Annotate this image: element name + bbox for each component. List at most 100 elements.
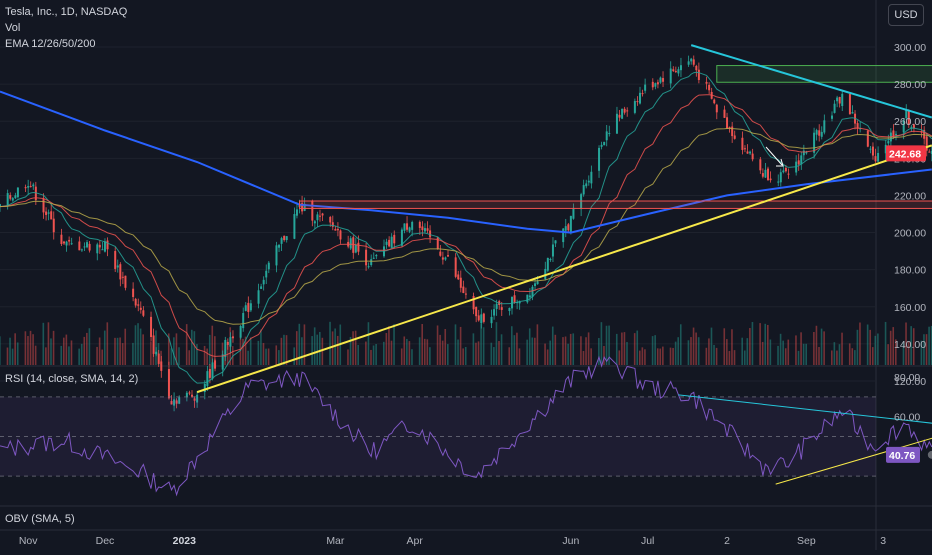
candle-body	[587, 180, 590, 183]
volume-bar	[150, 341, 152, 365]
candle-body	[567, 224, 570, 231]
candle-body	[83, 246, 86, 248]
volume-bar	[98, 337, 101, 365]
volume-bar	[598, 338, 600, 365]
volume-bar	[761, 341, 764, 365]
volume-bar	[68, 346, 70, 365]
volume-bar	[372, 345, 375, 365]
volume-bar	[743, 350, 746, 365]
candle-body	[436, 237, 439, 250]
candle-body	[114, 251, 117, 269]
volume-bar	[454, 324, 457, 365]
candle-body	[160, 361, 163, 371]
volume-bar	[459, 326, 462, 365]
candle-body	[16, 187, 19, 198]
volume-bar	[316, 334, 319, 365]
time-tick-label: 2023	[173, 535, 197, 547]
volume-bar	[16, 342, 19, 365]
candle-body	[746, 151, 749, 154]
candle-body	[132, 288, 135, 297]
volume-bar	[580, 336, 582, 365]
rsi-value-label: 40.76	[889, 450, 915, 462]
candle-body	[626, 110, 629, 112]
volume-bar	[80, 343, 83, 365]
volume-bar	[436, 325, 439, 365]
candle-body	[672, 69, 675, 72]
volume-bar	[562, 337, 564, 365]
volume-bar	[907, 341, 910, 365]
volume-bar	[884, 321, 887, 365]
volume-bar	[14, 333, 16, 365]
candle-body	[185, 392, 188, 398]
candle-body	[9, 195, 12, 199]
candle-body	[191, 394, 193, 397]
candle-body	[767, 168, 769, 181]
candle-body	[32, 184, 35, 187]
volume-bar	[511, 326, 513, 365]
currency-button[interactable]: USD	[888, 4, 924, 26]
volume-bar	[710, 327, 713, 365]
volume-bar	[569, 333, 572, 365]
candle-body	[564, 226, 567, 231]
volume-bar	[114, 337, 116, 365]
volume-bar	[319, 331, 321, 365]
volume-bar	[475, 342, 477, 365]
candle-body	[119, 264, 122, 280]
volume-bar	[211, 325, 214, 365]
volume-bar	[567, 343, 569, 365]
candle-body	[211, 362, 214, 379]
candle-body	[367, 266, 370, 268]
candle-body	[690, 58, 693, 62]
volume-bar	[196, 344, 198, 365]
volume-bar	[797, 350, 800, 365]
candle-body	[480, 314, 483, 324]
candle-body	[388, 239, 391, 247]
candle-body	[475, 306, 478, 317]
obv-pane-label: OBV (SMA, 5)	[5, 513, 75, 525]
candle-body	[605, 131, 608, 141]
candle-body	[895, 133, 897, 135]
candle-body	[329, 217, 332, 223]
volume-bar	[608, 325, 610, 365]
candle-body	[511, 296, 513, 309]
volume-bar	[764, 323, 767, 365]
volume-bar	[50, 338, 52, 365]
volume-bar	[167, 333, 170, 365]
volume-bar	[831, 350, 833, 365]
time-tick-label: Dec	[96, 535, 115, 547]
candle-body	[175, 400, 178, 404]
volume-bar	[298, 323, 301, 365]
price-tick-label: 220.00	[894, 190, 926, 202]
price-tick-label: 280.00	[894, 79, 926, 91]
volume-bar	[444, 329, 447, 365]
candle-body	[733, 135, 736, 139]
candle-body	[224, 339, 227, 358]
candle-body	[848, 94, 851, 115]
volume-bar	[795, 335, 797, 365]
candle-body	[633, 101, 636, 113]
candle-body	[257, 290, 260, 304]
ema200-line	[0, 90, 932, 234]
candle-body	[493, 309, 496, 316]
candle-body	[295, 209, 298, 216]
candle-body	[203, 383, 206, 393]
candle-body	[426, 228, 429, 231]
candle-body	[544, 268, 547, 280]
support-zone	[299, 200, 932, 209]
candle-body	[50, 211, 53, 220]
volume-bar	[833, 342, 836, 365]
candle-body	[769, 178, 772, 181]
candle-body	[334, 229, 337, 231]
time-tick-label: 2	[724, 535, 730, 547]
volume-bar	[928, 326, 930, 365]
candle-body	[715, 104, 718, 113]
candle-body	[836, 97, 839, 102]
candle-body	[572, 207, 575, 219]
candle-body	[372, 257, 375, 259]
candle-body	[764, 169, 767, 178]
candle-body	[406, 223, 409, 230]
volume-bar	[679, 324, 682, 365]
ema-legend: EMA 12/26/50/200	[5, 38, 96, 50]
